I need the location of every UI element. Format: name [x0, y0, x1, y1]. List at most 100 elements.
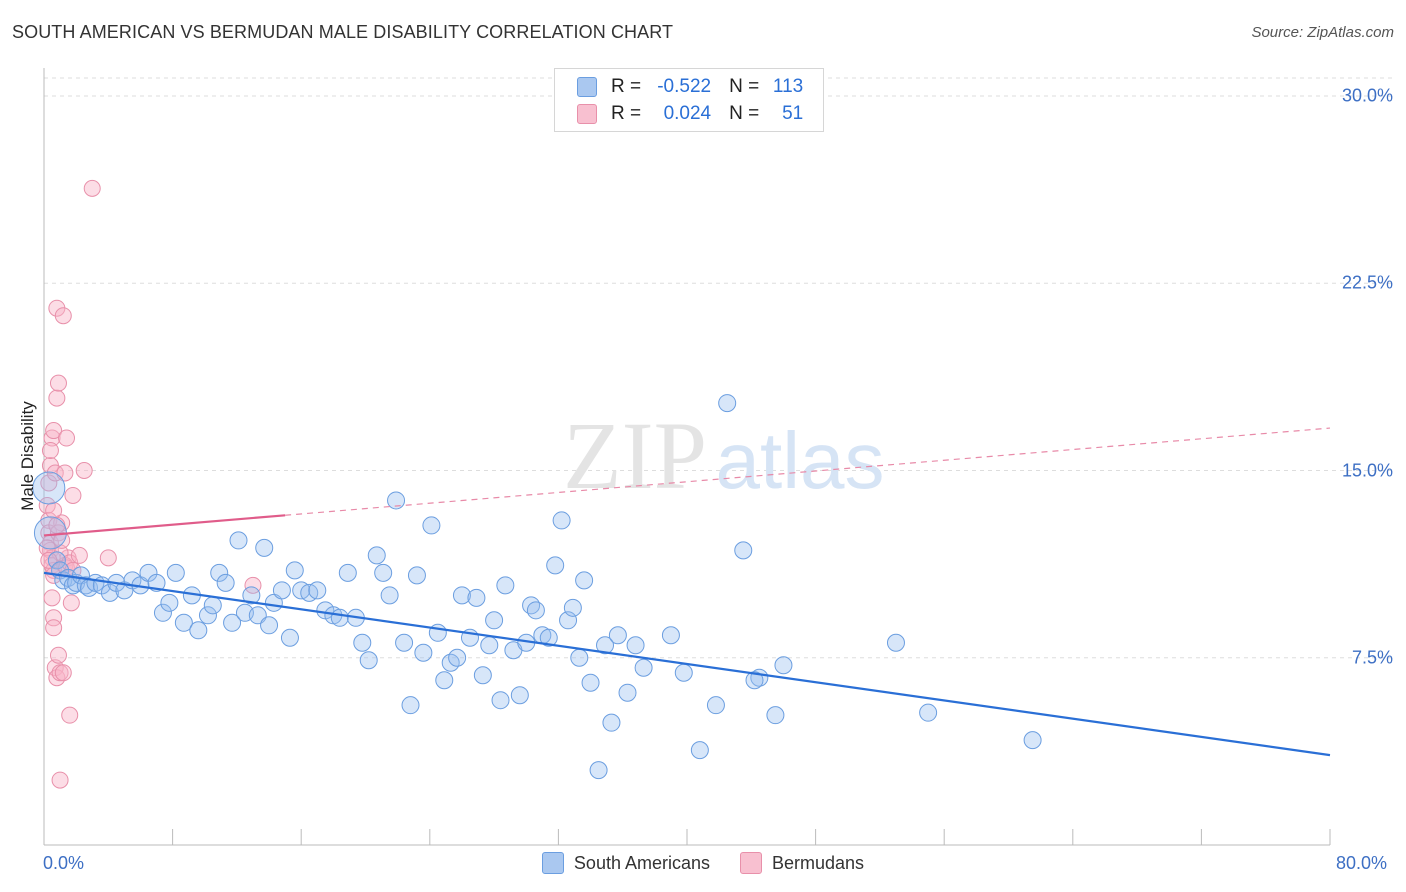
bermudan-point: [48, 389, 66, 407]
south-american-point: [496, 576, 515, 595]
south-american-point: [229, 531, 248, 550]
y-tick-label: 30.0%: [1341, 85, 1393, 106]
south-american-point: [452, 586, 471, 605]
series-legend: South Americans Bermudans: [0, 852, 1406, 874]
series-legend-label: South Americans: [573, 852, 710, 873]
south-american-point: [280, 628, 299, 647]
south-american-point: [308, 581, 327, 600]
south-american-point: [552, 511, 571, 530]
south-american-point: [563, 598, 582, 617]
south-american-point: [47, 551, 66, 570]
south-american-point: [435, 671, 454, 690]
correlation-legend: R = -0.522 N = 113 R = 0.024 N = 51: [554, 68, 824, 132]
south-american-point: [198, 606, 217, 625]
y-tick-label: 7.5%: [1351, 647, 1393, 668]
legend-swatch-blue: [577, 77, 597, 97]
south-american-point: [718, 394, 737, 413]
source-label: Source: ZipAtlas.com: [1251, 24, 1394, 41]
bermudan-point: [62, 594, 80, 612]
south-american-point: [596, 636, 615, 655]
legend-row-bermudans: R = 0.024 N = 51: [577, 101, 803, 127]
bermudan-point: [43, 589, 61, 607]
south-american-point: [602, 713, 621, 732]
south-american-point: [634, 658, 653, 677]
south-american-point: [522, 596, 541, 615]
series-legend-label: Bermudans: [772, 852, 865, 873]
legend-r-label: R =: [611, 103, 642, 124]
south-american-point: [766, 706, 785, 725]
south-american-point: [618, 683, 637, 702]
watermark-atlas: atlas: [716, 416, 885, 505]
south-american-point: [570, 648, 589, 667]
bermudan-point: [45, 609, 63, 627]
bermudan-point: [99, 549, 117, 567]
legend-n-label: N =: [729, 103, 760, 124]
south-american-point: [367, 546, 386, 565]
south-american-point: [467, 588, 486, 607]
south-american-point: [203, 596, 222, 615]
bermudans-trend-line-solid: [43, 514, 286, 537]
south-american-point: [242, 586, 261, 605]
south-american-point: [886, 633, 905, 652]
south-american-point: [734, 541, 753, 560]
watermark-zip: ZIP: [563, 402, 707, 509]
bermudan-point: [54, 664, 72, 682]
south-american-point: [690, 741, 709, 760]
south-american-point: [374, 563, 393, 582]
south-american-point: [473, 666, 492, 685]
bermudan-point: [49, 646, 67, 664]
south-american-point: [260, 616, 279, 635]
legend-r-value: 0.024: [663, 103, 712, 124]
south-american-point: [745, 671, 764, 690]
south-american-point: [189, 621, 208, 640]
south-american-point: [422, 516, 441, 535]
series-legend-south-americans[interactable]: South Americans: [541, 852, 710, 874]
south-american-point: [774, 656, 793, 675]
bermudan-point: [75, 462, 93, 479]
south-american-point: [174, 613, 193, 632]
south-american-point: [272, 581, 291, 600]
south-american-point: [338, 563, 357, 582]
south-american-point: [674, 663, 693, 682]
y-tick-label: 15.0%: [1341, 460, 1393, 480]
south-american-point: [407, 566, 426, 585]
south-american-point: [608, 626, 627, 645]
legend-n-value: 113: [772, 76, 804, 97]
bermudan-point: [61, 706, 79, 724]
south-american-point: [706, 696, 725, 715]
bermudan-point: [51, 771, 69, 789]
south-american-point: [919, 703, 938, 722]
south-american-point: [626, 636, 645, 655]
south-american-point: [575, 571, 594, 590]
south-american-point: [330, 608, 349, 627]
south-american-point: [285, 561, 304, 580]
bermudan-point: [41, 442, 59, 460]
watermark: ZIP atlas: [563, 402, 884, 509]
bermudan-point: [64, 486, 82, 504]
legend-row-south-americans: R = -0.522 N = 113: [577, 74, 803, 100]
axes: [43, 68, 1331, 846]
x-tick-min: 0.0%: [43, 853, 85, 873]
south-american-point: [1023, 731, 1042, 750]
chart-title: SOUTH AMERICAN VS BERMUDAN MALE DISABILI…: [12, 22, 674, 42]
bermudans-points: [38, 179, 262, 789]
legend-r-value: -0.522: [657, 76, 712, 97]
south-american-point: [589, 761, 608, 780]
south-americans-trend-line: [43, 571, 1331, 757]
south-american-point: [248, 606, 267, 625]
series-legend-bermudans[interactable]: Bermudans: [740, 852, 864, 874]
south-american-point: [380, 586, 399, 605]
south-american-point: [581, 673, 600, 692]
bermudan-point: [54, 307, 72, 325]
bermudans-trend-line-dashed: [285, 427, 1331, 516]
bermudan-point: [83, 179, 101, 197]
south-american-point: [414, 643, 433, 662]
series-swatch-blue: [541, 852, 564, 874]
bermudan-point: [70, 546, 88, 564]
legend-swatch-pink: [577, 104, 597, 124]
south-american-point: [100, 583, 119, 602]
south-american-point: [166, 563, 185, 582]
legend-r-label: R =: [611, 76, 642, 97]
x-tick-max: 80.0%: [1336, 853, 1388, 873]
south-american-point: [448, 648, 467, 667]
